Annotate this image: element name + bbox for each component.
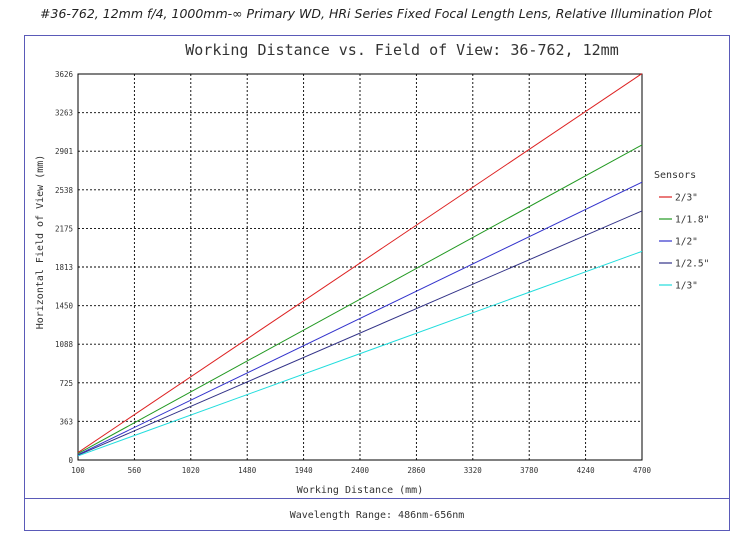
y-tick-label: 363 bbox=[59, 417, 73, 426]
y-tick-label: 3263 bbox=[55, 109, 73, 118]
y-tick-label: 2901 bbox=[55, 147, 73, 156]
legend-label: 1/3" bbox=[675, 281, 698, 292]
y-tick-labels: 0 363 725 1088 1450 1813 2175 2538 2901 3263 3626 bbox=[55, 70, 74, 465]
frame-divider bbox=[25, 498, 729, 499]
chart-title: Working Distance vs. Field of View: 36-7… bbox=[185, 41, 618, 59]
y-tick-label: 1813 bbox=[55, 263, 73, 272]
x-tick-label: 100 bbox=[71, 466, 85, 475]
legend-label: 1/2" bbox=[675, 237, 698, 248]
series-line bbox=[77, 181, 643, 456]
x-tick-label: 3320 bbox=[464, 466, 483, 475]
plot-border bbox=[77, 73, 643, 461]
y-axis-label: Horizontal Field of View (mm) bbox=[35, 155, 46, 330]
legend-label: 2/3" bbox=[675, 193, 698, 204]
y-tick-label: 1450 bbox=[55, 302, 74, 311]
legend-title: Sensors bbox=[654, 170, 696, 181]
series-line bbox=[77, 144, 643, 455]
y-tick-label: 725 bbox=[59, 379, 73, 388]
y-tick-label: 2175 bbox=[55, 224, 73, 233]
y-tick-label: 0 bbox=[68, 456, 73, 465]
legend: Sensors 2/3" 1/1.8" 1/2" 1/2.5" 1/3" bbox=[654, 170, 709, 292]
wavelength-range-text: Wavelength Range: 486nm-656nm bbox=[289, 510, 465, 521]
series-lines bbox=[77, 73, 643, 457]
series-line bbox=[77, 73, 643, 453]
y-tick-label: 3626 bbox=[55, 70, 74, 79]
x-tick-label: 3780 bbox=[520, 466, 539, 475]
grid-lines bbox=[78, 74, 642, 460]
x-tick-label: 2400 bbox=[351, 466, 370, 475]
chart-frame: Wavelength Range: 486nm-656nm bbox=[24, 35, 730, 531]
x-tick-label: 1020 bbox=[182, 466, 201, 475]
legend-label: 1/1.8" bbox=[675, 215, 709, 226]
x-tick-label: 1940 bbox=[295, 466, 314, 475]
x-tick-label: 560 bbox=[128, 466, 142, 475]
x-axis-label: Working Distance (mm) bbox=[297, 485, 423, 496]
y-tick-label: 1088 bbox=[55, 340, 74, 349]
series-line bbox=[77, 250, 643, 457]
x-tick-labels: 100 560 1020 1480 1940 2400 2860 3320 3780 4240 47… bbox=[71, 466, 651, 475]
series-line bbox=[77, 210, 643, 456]
x-tick-label: 4240 bbox=[577, 466, 596, 475]
x-tick-label: 2860 bbox=[407, 466, 426, 475]
x-tick-label: 1480 bbox=[238, 466, 257, 475]
y-tick-label: 2538 bbox=[55, 186, 74, 195]
legend-label: 1/2.5" bbox=[675, 259, 709, 270]
x-tick-label: 4700 bbox=[633, 466, 652, 475]
page-title: #36-762, 12mm f/4, 1000mm-∞ Primary WD, … bbox=[40, 6, 712, 21]
